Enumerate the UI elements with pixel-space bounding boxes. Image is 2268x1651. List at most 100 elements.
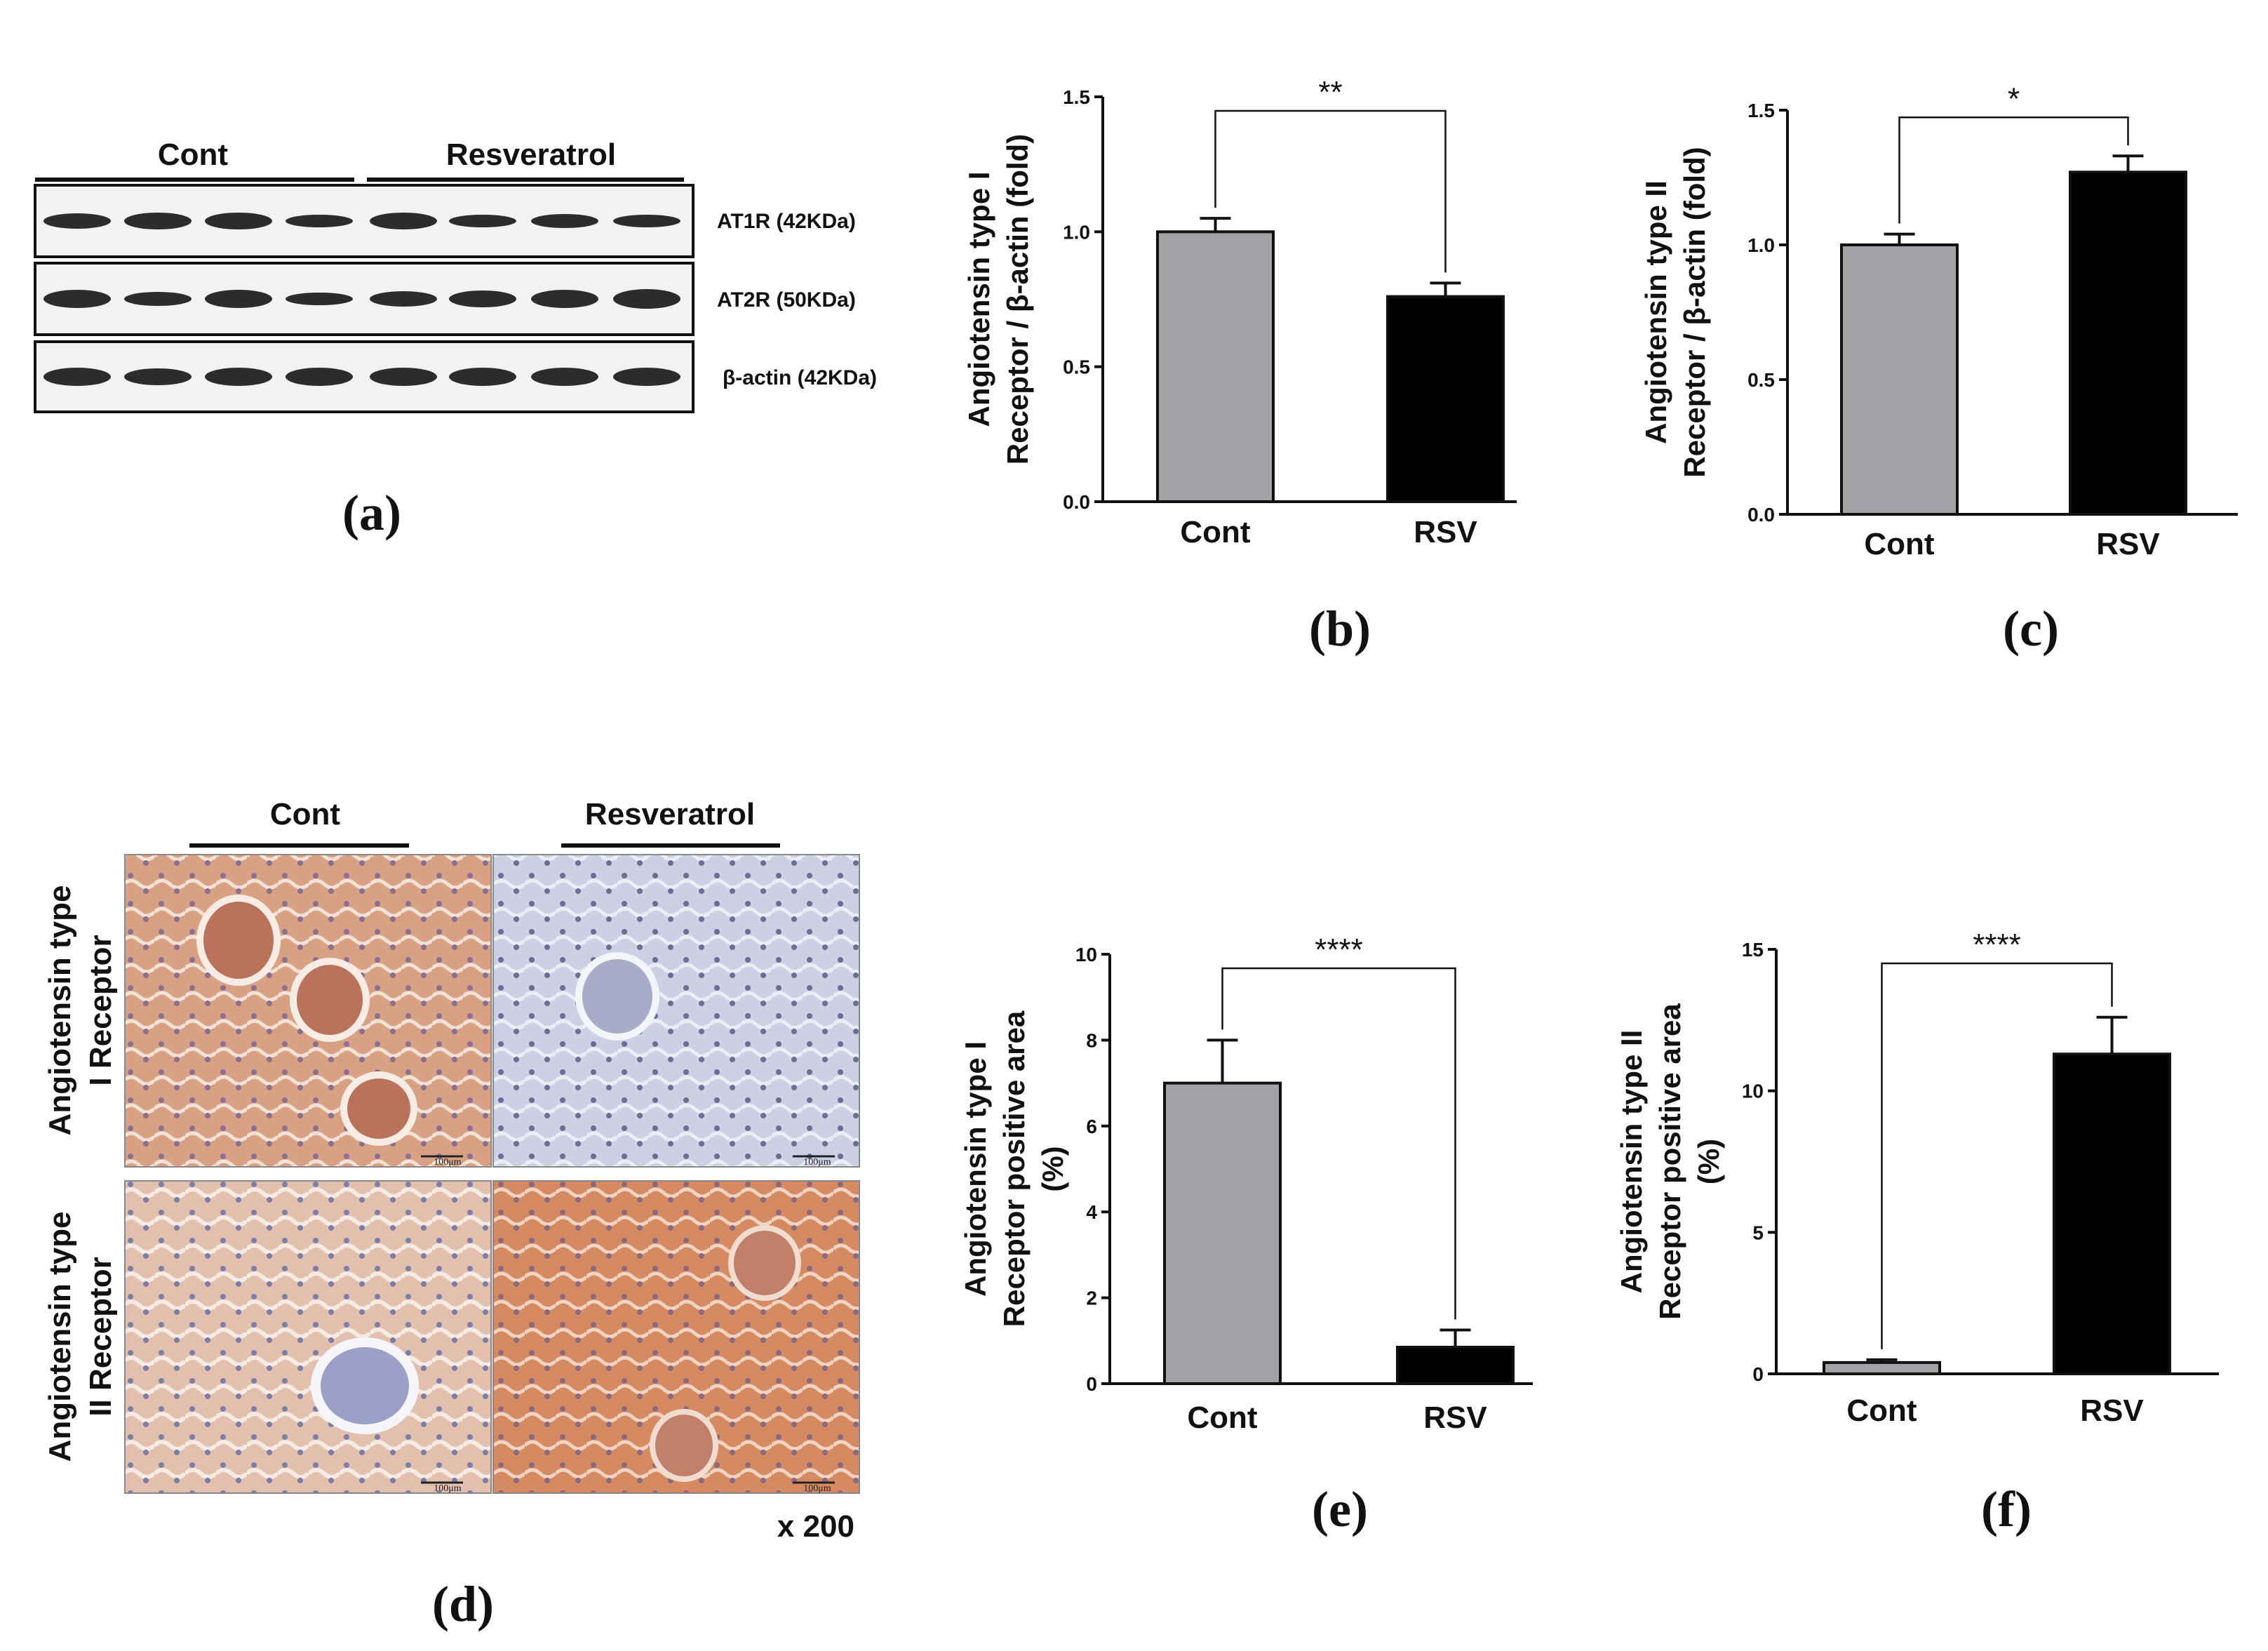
significance-bracket — [1214, 109, 1447, 273]
histo-group-cont-label: Cont — [270, 797, 341, 831]
bar-rsv — [1386, 295, 1505, 503]
x-category-label: RSV — [1423, 1401, 1487, 1435]
y-tick-label: 15 — [1742, 939, 1764, 961]
wb-band — [370, 368, 437, 386]
y-tick-label: 0.5 — [1063, 356, 1090, 378]
panel-label-f: (f) — [1981, 1481, 2032, 1537]
wb-band — [531, 214, 598, 228]
y-tick-label: 6 — [1086, 1116, 1097, 1137]
panel-label-b: (b) — [1309, 601, 1371, 657]
wb-band — [531, 290, 598, 308]
panel-label-c: (c) — [2003, 601, 2059, 657]
y-tick-label: 1.0 — [1747, 234, 1775, 256]
western-blot-panel: Cont Resveratrol AT1R (42KDa) AT2R (50KD… — [34, 138, 877, 541]
histo-image-at1r-cont — [124, 854, 492, 1168]
wb-group-resveratrol-label: Resveratrol — [446, 138, 616, 172]
magnification-label: x 200 — [777, 1509, 854, 1544]
scale-bar-label-3: 100μm — [434, 1483, 462, 1494]
wb-band — [205, 213, 272, 229]
wb-band — [286, 368, 353, 386]
x-category-label: RSV — [1414, 515, 1477, 549]
wb-band — [205, 368, 272, 386]
bar-cont — [1156, 230, 1275, 503]
bar-cont — [1840, 243, 1959, 516]
x-category-label: Cont — [1180, 515, 1251, 549]
panel-label-a: (a) — [342, 485, 401, 541]
significance-label: ** — [1318, 75, 1342, 109]
wb-band — [449, 215, 516, 227]
x-category-label: Cont — [1187, 1401, 1258, 1435]
histo-row2-label-line1: Angiotensin type — [43, 1212, 77, 1462]
wb-band — [286, 293, 353, 305]
bar-rsv — [2053, 1052, 2171, 1375]
x-category-label: RSV — [2080, 1393, 2144, 1428]
panel-label-e: (e) — [1312, 1481, 1368, 1537]
wb-band — [124, 292, 192, 306]
significance-bracket — [1221, 967, 1456, 1320]
y-tick-label: 1.0 — [1063, 221, 1090, 243]
y-tick-label: 0.0 — [1063, 491, 1090, 513]
y-tick-label: 0 — [1086, 1373, 1097, 1395]
y-axis-title: Angiotensin type I — [962, 171, 995, 427]
y-tick-label: 1.5 — [1063, 86, 1090, 108]
wb-band — [531, 368, 598, 386]
panel-label-d: (d) — [432, 1576, 494, 1632]
chart-c: 0.0 0.5 1.0 1.5 Cont RSV * Angiotensin type II R… — [1639, 81, 2238, 561]
y-tick-label: 0 — [1752, 1363, 1764, 1385]
significance-label: **** — [1973, 928, 2021, 962]
y-axis-title: (%) — [1036, 1146, 1069, 1191]
y-axis-title: Receptor / β-actin (fold) — [1678, 147, 1711, 477]
y-axis-title: Receptor / β-actin (fold) — [1001, 134, 1034, 464]
y-tick-label: 5 — [1752, 1222, 1764, 1243]
wb-band — [449, 368, 516, 386]
wb-band — [43, 368, 111, 386]
bar-rsv — [1396, 1345, 1515, 1385]
wb-band — [370, 213, 437, 229]
x-category-label: Cont — [1864, 527, 1935, 561]
scale-bar-label-1: 100μm — [434, 1157, 462, 1168]
y-tick-label: 10 — [1742, 1081, 1764, 1102]
chart-e: 0 2 4 6 8 10 Cont RSV **** Angiotensin type I Rece… — [959, 933, 1533, 1435]
bar-rsv — [2069, 171, 2187, 516]
wb-bands — [43, 213, 680, 386]
histo-image-at1r-rsv — [492, 854, 860, 1168]
wb-band — [613, 215, 680, 227]
wb-band — [124, 368, 192, 385]
y-axis-title: Angiotensin type II — [1639, 180, 1672, 444]
y-axis-title: (%) — [1692, 1139, 1725, 1184]
bar-cont — [1823, 1361, 1941, 1376]
wb-band — [286, 215, 353, 227]
histology-panel: Cont Resveratrol 100μm 100μm — [43, 797, 860, 1632]
wb-band — [613, 368, 680, 386]
y-tick-label: 4 — [1086, 1201, 1097, 1223]
bar-cont — [1163, 1081, 1282, 1385]
wb-band-label-at2r: AT2R (50KDa) — [717, 288, 856, 312]
wb-group-cont-label: Cont — [158, 138, 229, 172]
x-category-label: Cont — [1846, 1393, 1917, 1428]
y-axis-title: Angiotensin type II — [1615, 1030, 1648, 1294]
wb-band — [205, 290, 272, 308]
significance-label: **** — [1315, 933, 1363, 967]
wb-band — [370, 291, 437, 307]
y-tick-label: 0.0 — [1747, 504, 1775, 526]
scale-bar-label-2: 100μm — [803, 1157, 831, 1168]
significance-bracket — [1881, 962, 2113, 1349]
significance-bracket — [1898, 116, 2129, 224]
y-axis-title: Angiotensin type I — [959, 1041, 992, 1297]
histo-row1-label-line1: Angiotensin type — [43, 885, 77, 1136]
histo-image-at2r-rsv — [492, 1180, 860, 1494]
y-axis-title: Receptor positive area — [1653, 1003, 1686, 1320]
y-tick-label: 2 — [1086, 1288, 1097, 1309]
histo-image-at2r-cont — [124, 1180, 492, 1494]
histo-group-resveratrol-label: Resveratrol — [585, 797, 755, 831]
histo-row1-label-line2: I Receptor — [83, 935, 118, 1085]
y-tick-label: 0.5 — [1747, 369, 1775, 391]
wb-band — [43, 290, 111, 308]
wb-band — [43, 213, 111, 229]
histo-row2-label-line2: II Receptor — [83, 1257, 118, 1416]
wb-band-label-at1r: AT1R (42KDa) — [717, 210, 856, 233]
